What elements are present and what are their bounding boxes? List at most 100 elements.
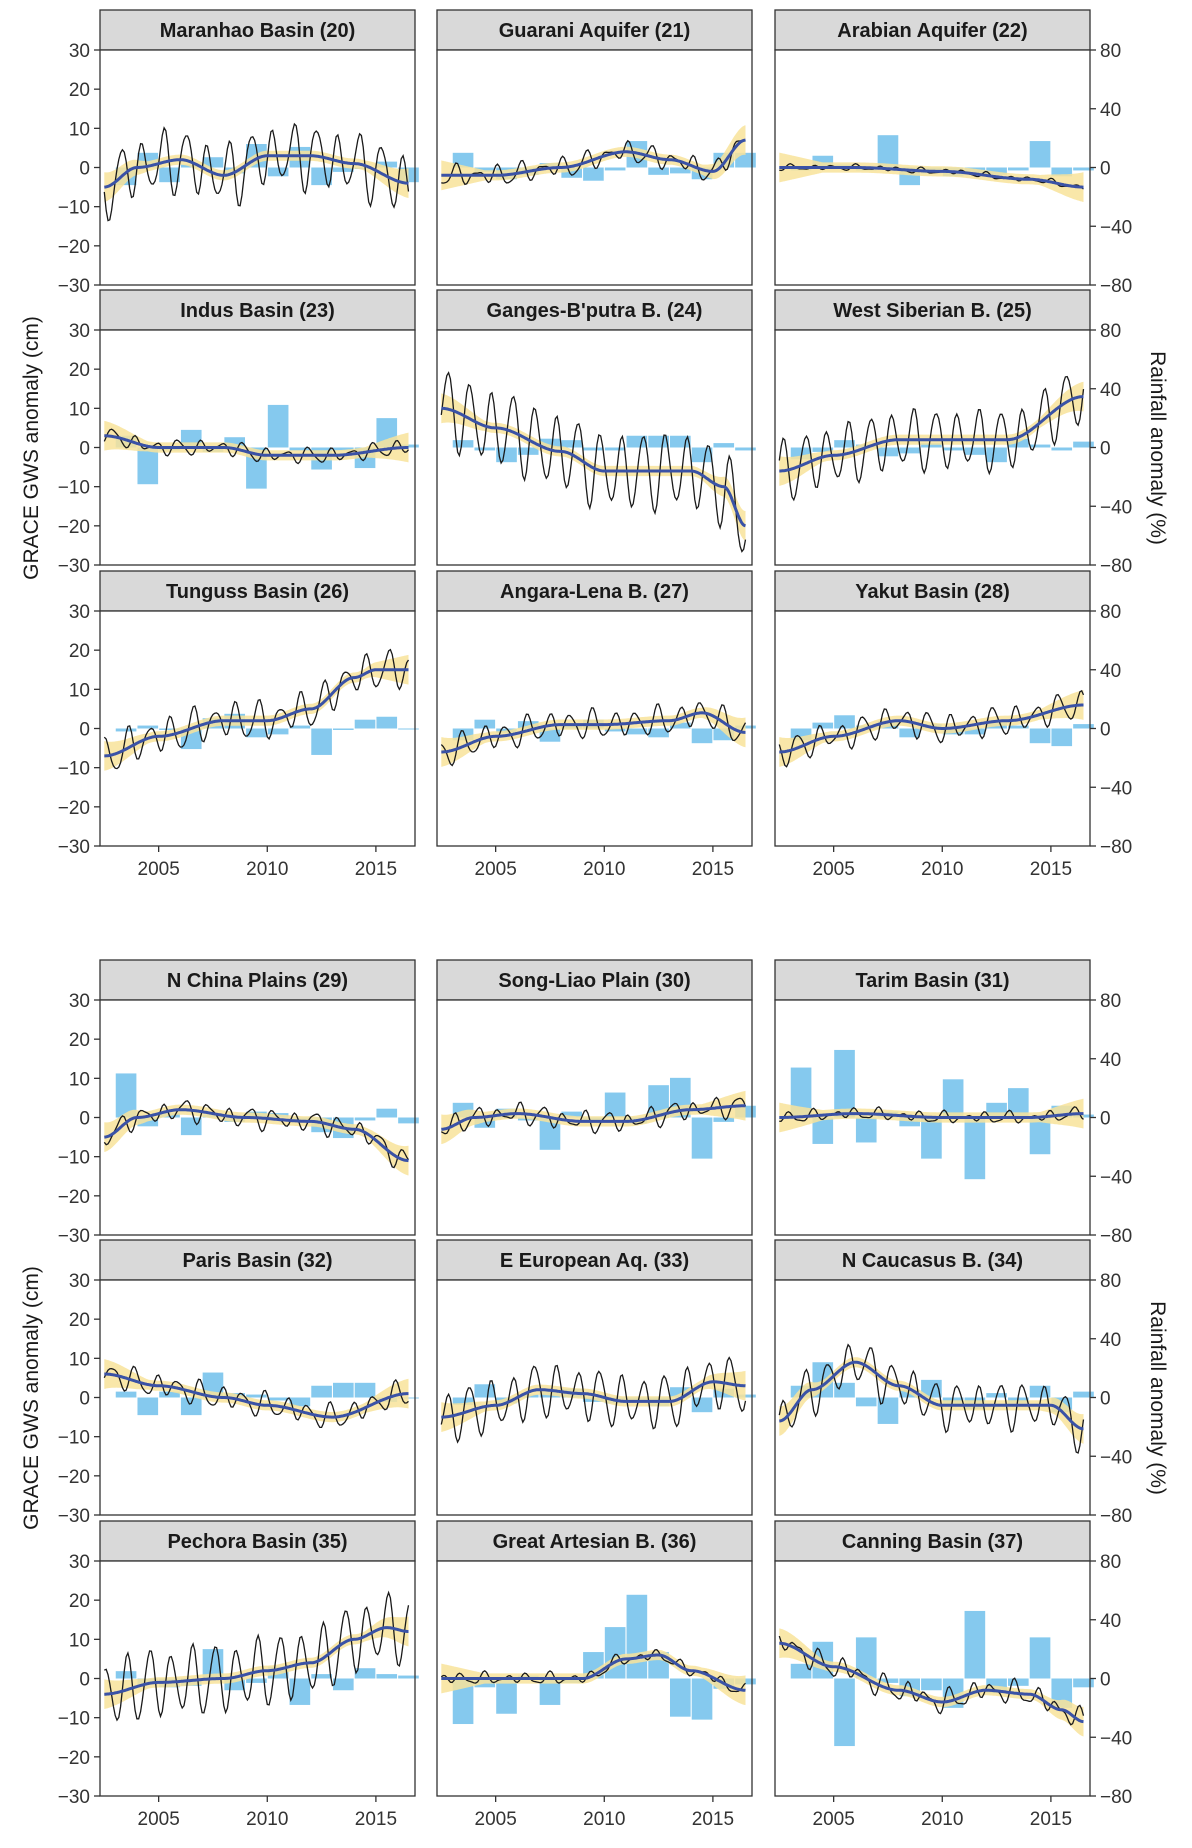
gws-series-line [440,371,747,553]
x-tick-label: 2010 [921,859,963,880]
facet-strip [99,9,416,51]
rainfall-bar-2008 [899,728,921,738]
confidence-band [441,1090,746,1145]
facet-title: Paris Basin (32) [182,1250,332,1272]
rainfall-bar-2004 [474,447,496,451]
gws-series-line [440,1096,747,1135]
rainfall-bar-2007 [539,1117,561,1150]
facet-title: N Caucasus B. (34) [842,1250,1023,1272]
left-tick-label: 30 [69,1552,90,1573]
facet-title: E European Aq. (33) [500,1250,689,1272]
right-tick-label: 0 [1100,159,1111,180]
smooth-trend-line [104,154,409,189]
rainfall-bar-2008 [899,1117,921,1127]
facet-panel-18: Canning Basin (37) 80 40 0 −40 −80 2005 2010 201… [774,1520,1132,1830]
left-tick-label: −30 [58,556,90,577]
left-tick-label: 0 [79,1670,90,1691]
facet-strip [436,1520,753,1562]
rainfall-bar-2014 [691,1397,713,1413]
smooth-trend-line [441,1653,746,1692]
confidence-band [104,654,409,771]
right-tick-label: −40 [1100,1447,1132,1468]
rainfall-bar-2005 [496,1678,517,1714]
facet-title: Tarim Basin (31) [855,970,1009,992]
left-tick-label: 0 [79,439,90,460]
confidence-band [104,420,409,463]
rainfall-bar-2004 [474,719,496,729]
rainfall-bar-2010 [942,1079,964,1118]
rainfall-bar-2014 [354,1382,376,1398]
rainfall-bar-2009 [921,443,942,448]
rainfall-bar-2009 [246,1678,267,1683]
rainfall-bar-2005 [496,447,517,463]
rainfall-bar-2004 [812,1117,834,1144]
rainfall-bar-2014 [691,1117,713,1159]
right-tick-label: 80 [1100,41,1121,62]
smooth-trend-line [779,395,1084,473]
right-tick-label: 0 [1100,720,1111,741]
rainfall-bar-2005 [159,1391,180,1398]
x-tick-label: 2010 [246,1809,288,1830]
facet-panel-4: Indus Basin (23) 30 20 10 0 −10 −20 −30 [58,289,419,577]
confidence-band [441,1649,746,1706]
rainfall-bar-2013 [1007,725,1029,729]
facet-title: West Siberian B. (25) [833,300,1032,322]
smooth-trend-line [779,1112,1084,1119]
rainfall-bar-2008 [561,167,583,178]
rainfall-bar-2009 [921,1117,942,1159]
rainfall-bar-2009 [246,728,267,738]
left-tick-label: −30 [58,837,90,858]
left-tick-label: −30 [58,1506,90,1527]
smooth-trend-line [104,1108,409,1163]
rainfall-bar-2003 [790,1663,812,1679]
facet-strip [774,1520,1091,1562]
rainfall-bar-2011 [626,1594,648,1679]
rainfall-bar-2008 [561,440,583,448]
rainfall-bar-2012 [648,728,669,738]
right-tick-label: 80 [1100,1271,1121,1292]
panel-border [436,49,753,286]
rainfall-bar-2005 [834,1678,855,1747]
left-tick-label: 0 [79,720,90,741]
confidence-band [779,1098,1084,1133]
facet-title: Pechora Basin (35) [167,1531,347,1553]
rainfall-bar-2015 [376,1674,398,1679]
rainfall-bar-2013 [669,1678,691,1717]
rainfall-bar-2015 [713,1388,735,1398]
rainfall-bar-2003 [452,1678,474,1725]
smooth-trend-line [779,1641,1084,1724]
rainfall-bar-2014 [691,447,713,463]
rainfall-bar-2016 [1073,1391,1094,1398]
left-tick-label: −10 [58,1148,90,1169]
left-tick-label: 10 [69,399,90,420]
smooth-trend-line [441,1104,746,1131]
x-tick-label: 2005 [813,859,855,880]
left-tick-label: 30 [69,991,90,1012]
left-tick-label: −20 [58,517,90,538]
rainfall-bar-2008 [224,437,246,448]
panel-border [436,329,753,566]
rainfall-bar-2014 [354,719,376,729]
right-tick-label: −80 [1100,1506,1132,1527]
rainfall-bar-2004 [812,722,834,729]
rainfall-bar-2012 [311,167,332,186]
right-tick-label: −40 [1100,778,1132,799]
rainfall-bar-2015 [713,728,735,741]
rainfall-bar-2003 [452,1397,474,1405]
facet-strip [436,9,753,51]
facet-panel-13: Paris Basin (32) 30 20 10 0 −10 −20 −30 [58,1239,419,1527]
right-tick-label: 40 [1100,1330,1121,1351]
left-tick-label: 20 [69,1310,90,1331]
right-tick-label: 40 [1100,100,1121,121]
gws-series-line [778,1343,1085,1454]
gws-series-line [778,375,1085,502]
left-tick-label: 0 [79,1389,90,1410]
rainfall-bar-2014 [691,1678,713,1720]
rainfall-bar-2011 [626,728,648,735]
x-tick-label: 2015 [1030,1809,1072,1830]
smooth-trend-line [779,1360,1084,1431]
facet-strip [99,1520,416,1562]
right-tick-label: 0 [1100,1389,1111,1410]
rainfall-bar-2013 [332,447,354,451]
